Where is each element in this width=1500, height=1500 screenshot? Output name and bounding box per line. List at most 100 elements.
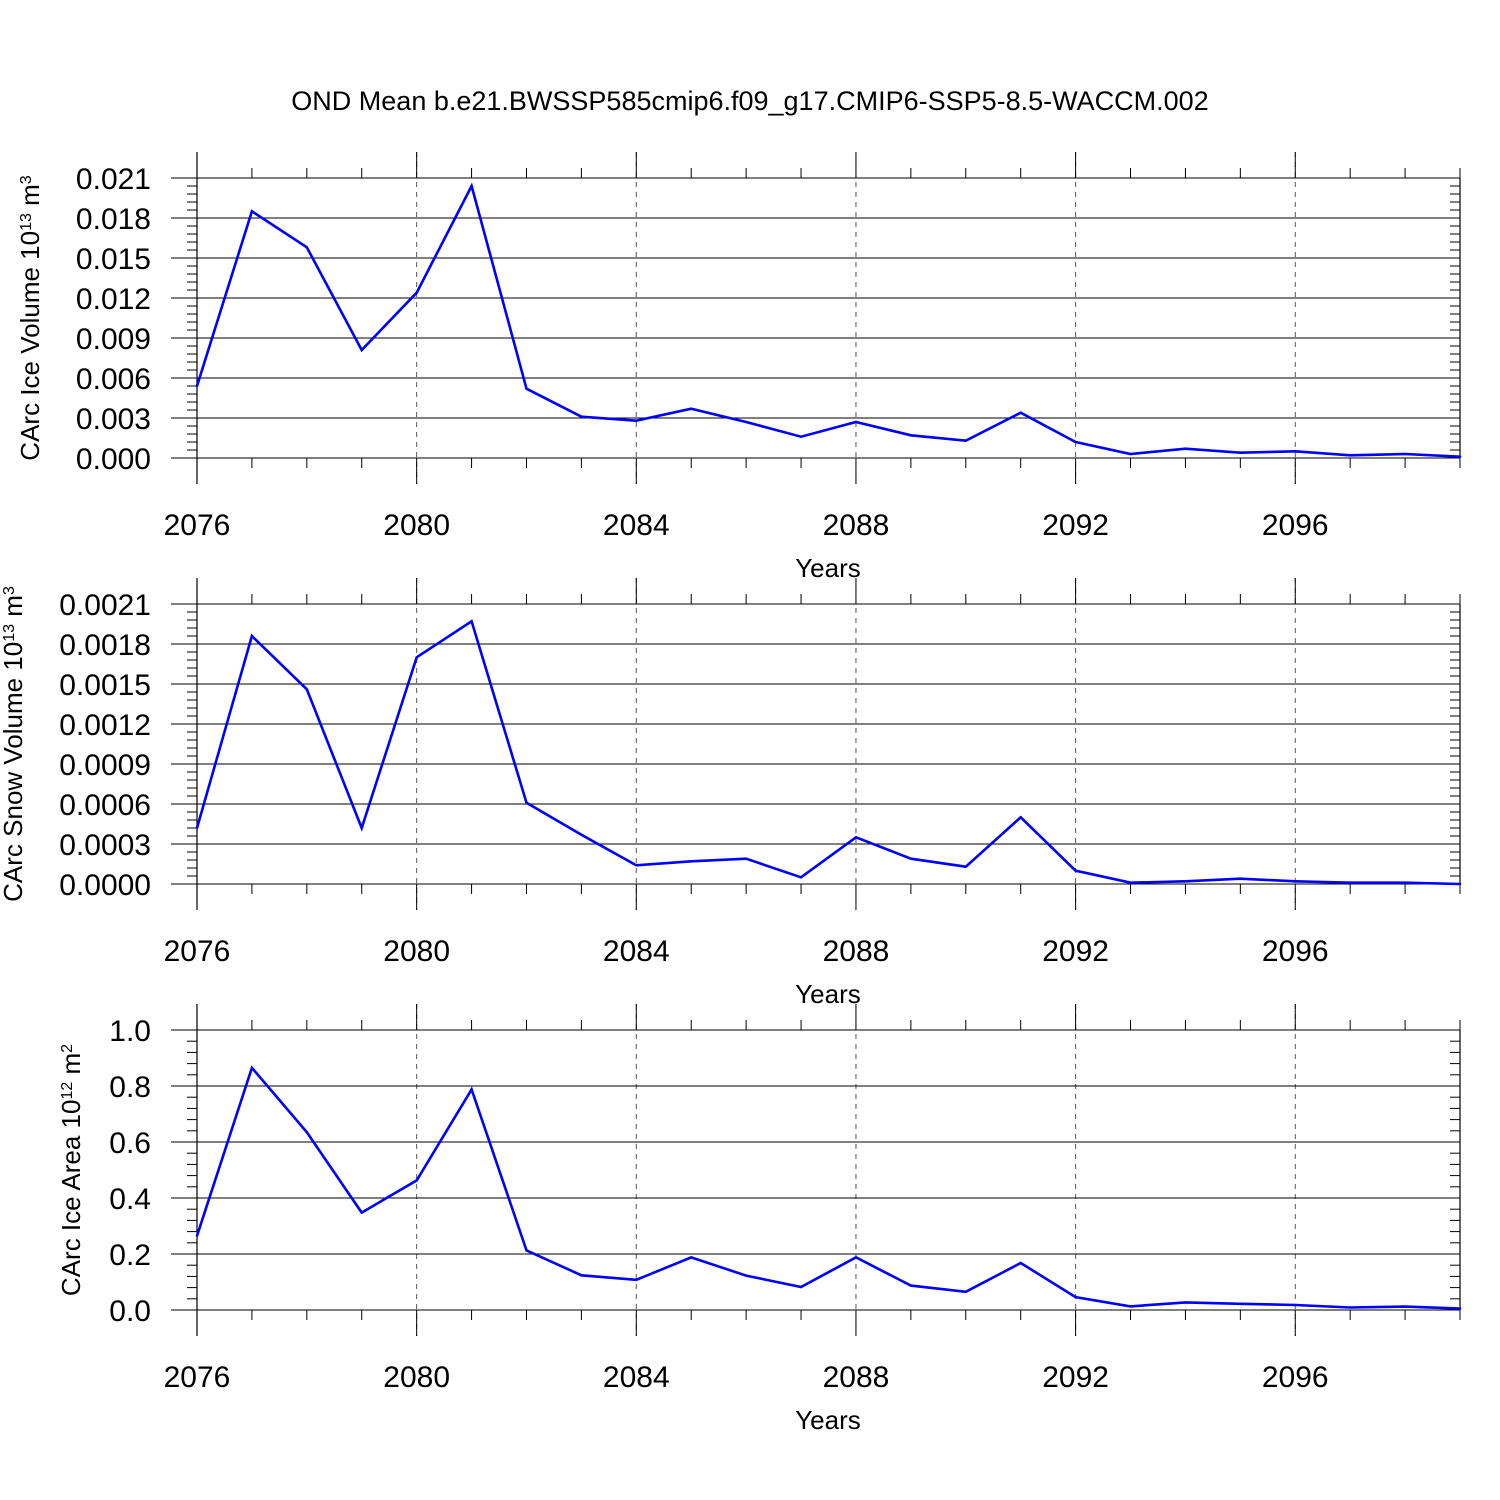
data-point bbox=[1129, 1305, 1132, 1308]
y-tick-label: 0.0021 bbox=[59, 589, 151, 622]
data-point bbox=[1184, 447, 1187, 450]
y-tick-label: 0.0003 bbox=[59, 829, 151, 862]
data-point bbox=[1019, 816, 1022, 819]
data-point bbox=[580, 1274, 583, 1277]
y-tick-label: 0.009 bbox=[76, 323, 151, 356]
data-point bbox=[964, 865, 967, 868]
data-point bbox=[854, 836, 858, 839]
y-axis-title: CArc Snow Volume 1013 m3 bbox=[0, 586, 28, 902]
data-point bbox=[415, 1179, 418, 1182]
data-point bbox=[1458, 455, 1462, 458]
data-point bbox=[1294, 450, 1297, 453]
y-tick-label: 0.0006 bbox=[59, 789, 151, 822]
y-tick-label: 0.000 bbox=[76, 443, 151, 476]
data-point bbox=[635, 864, 638, 867]
x-tick-label: 2076 bbox=[164, 1361, 231, 1394]
series-line bbox=[195, 619, 1461, 886]
y-tick-label: 0.003 bbox=[76, 403, 151, 436]
data-point bbox=[415, 291, 418, 294]
y-tick-label: 0.0018 bbox=[59, 629, 151, 662]
data-point bbox=[1074, 1295, 1077, 1299]
data-point bbox=[964, 439, 967, 442]
y-axis-title: CArc Ice Volume 1013 m3 bbox=[15, 175, 45, 460]
series-line bbox=[195, 1065, 1461, 1310]
data-point bbox=[635, 1278, 638, 1281]
data-point bbox=[195, 1234, 199, 1238]
y-tick-label: 0.4 bbox=[109, 1183, 151, 1216]
data-point bbox=[799, 1285, 803, 1289]
data-point bbox=[305, 1131, 309, 1134]
y-tick-label: 0.018 bbox=[76, 203, 151, 236]
data-point bbox=[470, 184, 473, 188]
panel-1: 0.000 0.003 0.006 0.009 0.012 0.015 0.018 0.021… bbox=[15, 152, 1462, 583]
data-point bbox=[854, 420, 858, 424]
x-tick-label: 2088 bbox=[823, 1361, 890, 1394]
data-point bbox=[305, 688, 309, 691]
data-point bbox=[250, 1066, 254, 1070]
data-point bbox=[580, 833, 583, 836]
y-tick-label: 0.021 bbox=[76, 163, 151, 196]
data-point bbox=[525, 387, 528, 390]
data-point bbox=[1129, 881, 1132, 884]
y-tick-label: 0.2 bbox=[109, 1239, 151, 1272]
x-axis-title: Years bbox=[795, 979, 861, 1009]
data-point bbox=[799, 435, 803, 438]
data-point bbox=[1403, 1305, 1407, 1308]
x-tick-label: 2080 bbox=[383, 509, 450, 542]
data-point bbox=[1184, 1301, 1187, 1304]
x-tick-label: 2080 bbox=[383, 935, 450, 968]
data-point bbox=[305, 246, 309, 249]
x-tick-label: 2076 bbox=[164, 935, 231, 968]
data-point bbox=[1458, 882, 1462, 886]
data-point bbox=[1184, 880, 1187, 883]
data-point bbox=[635, 419, 638, 422]
x-axis-title: Years bbox=[795, 553, 861, 583]
x-tick-label: 2092 bbox=[1042, 509, 1109, 542]
y-tick-label: 0.015 bbox=[76, 243, 151, 276]
data-point bbox=[909, 857, 913, 860]
data-point bbox=[580, 415, 583, 418]
data-point bbox=[1294, 1303, 1297, 1307]
x-tick-label: 2076 bbox=[164, 509, 231, 542]
data-point bbox=[690, 1256, 693, 1259]
data-point bbox=[909, 434, 913, 437]
x-tick-label: 2088 bbox=[823, 509, 890, 542]
x-tick-label: 2084 bbox=[603, 509, 670, 542]
data-point bbox=[854, 1256, 858, 1259]
data-point bbox=[744, 420, 748, 424]
data-point bbox=[470, 620, 473, 623]
y-tick-label: 0.0 bbox=[109, 1295, 151, 1328]
panel-3: 0.0 0.2 0.4 0.6 0.8 1.0 2076 2080 2084 2088 2092 20… bbox=[56, 1004, 1462, 1435]
data-point bbox=[1074, 869, 1077, 872]
y-tick-label: 0.0012 bbox=[59, 709, 151, 742]
data-point bbox=[1129, 452, 1132, 456]
x-tick-label: 2096 bbox=[1262, 509, 1329, 542]
data-point bbox=[1019, 1261, 1022, 1265]
x-axis-title: Years bbox=[795, 1405, 861, 1435]
data-point bbox=[250, 634, 254, 638]
y-axis-title: CArc Ice Area 1012 m2 bbox=[56, 1044, 86, 1296]
chart-title: OND Mean b.e21.BWSSP585cmip6.f09_g17.CMI… bbox=[291, 86, 1209, 116]
x-tick-label: 2084 bbox=[603, 1361, 670, 1394]
data-point bbox=[1403, 881, 1407, 884]
data-point bbox=[360, 1211, 363, 1214]
data-point bbox=[1239, 1302, 1242, 1306]
y-tick-label: 0.0015 bbox=[59, 669, 151, 702]
data-point bbox=[1074, 440, 1077, 444]
series-line bbox=[195, 182, 1461, 458]
data-point bbox=[964, 1290, 967, 1294]
data-point bbox=[195, 826, 199, 830]
data-point bbox=[690, 860, 693, 863]
data-point bbox=[525, 801, 528, 804]
data-point bbox=[360, 826, 363, 830]
data-point bbox=[250, 210, 254, 213]
y-tick-label: 1.0 bbox=[109, 1015, 151, 1048]
data-point bbox=[470, 1088, 473, 1091]
data-point bbox=[799, 876, 803, 879]
x-tick-label: 2096 bbox=[1262, 935, 1329, 968]
data-point bbox=[525, 1249, 528, 1252]
y-tick-label: 0.8 bbox=[109, 1071, 151, 1104]
y-tick-label: 0.0000 bbox=[59, 869, 151, 902]
data-point bbox=[1348, 1306, 1352, 1309]
